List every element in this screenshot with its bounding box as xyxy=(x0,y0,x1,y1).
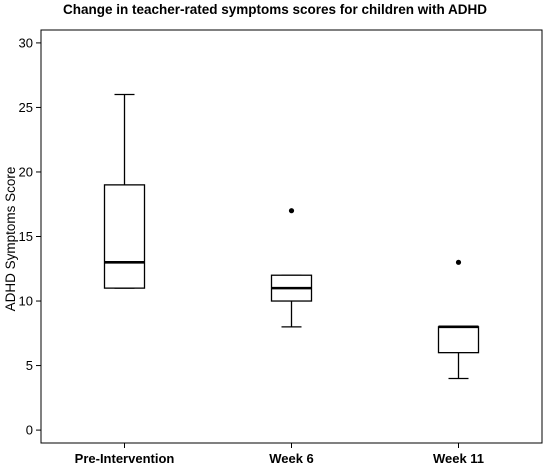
box-1 xyxy=(103,93,146,289)
outlier-point xyxy=(455,259,462,265)
x-tick-label: Week 11 xyxy=(433,451,484,466)
x-axis: Pre-Intervention Week 6 Week 11 xyxy=(75,443,484,466)
y-tick-label: 20 xyxy=(19,164,33,179)
box-2 xyxy=(270,208,313,328)
y-tick-label: 30 xyxy=(19,35,33,50)
y-tick-label: 10 xyxy=(19,294,33,309)
box-3 xyxy=(437,259,480,380)
y-axis-title: ADHD Symptoms Score xyxy=(3,167,18,312)
y-axis: 0 5 10 15 20 25 30 xyxy=(19,35,41,438)
iqr-box xyxy=(437,326,480,354)
x-tick-label: Week 6 xyxy=(269,451,314,466)
y-tick-label: 15 xyxy=(19,229,33,244)
outlier-point xyxy=(288,208,295,214)
y-tick-label: 0 xyxy=(26,423,33,438)
y-tick-label: 5 xyxy=(26,358,33,373)
iqr-box xyxy=(103,184,146,289)
boxes-group xyxy=(103,93,480,380)
x-tick-label: Pre-Intervention xyxy=(75,451,175,466)
chart-title: Change in teacher-rated symptoms scores … xyxy=(62,2,488,17)
y-tick-label: 25 xyxy=(19,100,33,115)
